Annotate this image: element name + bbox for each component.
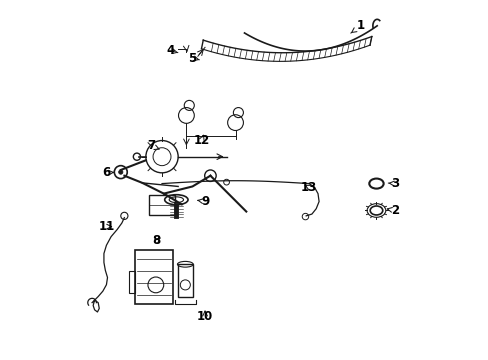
Text: 9: 9: [198, 195, 209, 208]
Text: 11: 11: [98, 220, 114, 233]
Bar: [149, 195, 174, 215]
Text: 10: 10: [197, 310, 213, 323]
Bar: [178, 264, 192, 297]
Text: 1: 1: [350, 19, 365, 33]
Text: 13: 13: [300, 181, 317, 194]
Text: 12: 12: [193, 134, 209, 147]
Text: 5: 5: [188, 51, 199, 64]
Text: 2: 2: [386, 204, 398, 217]
Bar: [135, 250, 172, 304]
Text: 7: 7: [147, 139, 159, 152]
Text: 6: 6: [102, 166, 113, 179]
Bar: [128, 271, 135, 293]
Text: 4: 4: [166, 44, 178, 57]
Text: 3: 3: [387, 177, 398, 190]
Text: 8: 8: [152, 234, 161, 247]
Circle shape: [119, 170, 122, 174]
